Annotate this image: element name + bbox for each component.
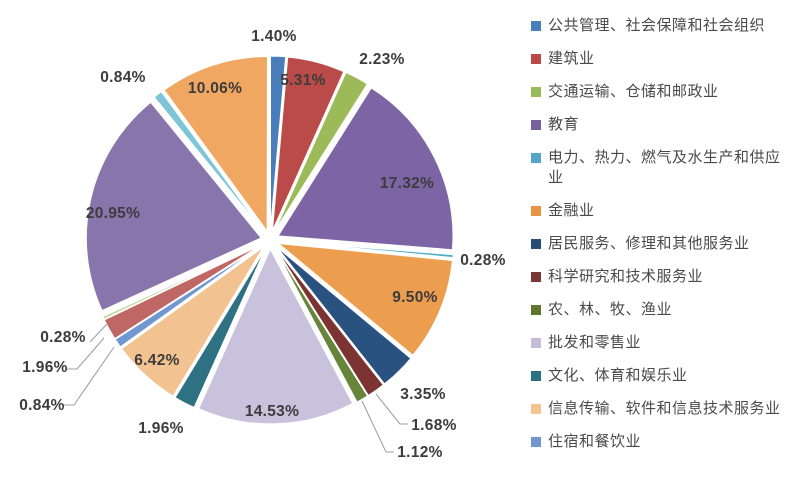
chart-legend: 公共管理、社会保障和社会组织 建筑业交通运输、仓储和邮政业 教育电力、热力、燃气及水… xyxy=(531,16,789,452)
pie-slice-7 xyxy=(274,246,385,397)
pie-slice-3 xyxy=(277,87,454,251)
slice-percentage-label: 5.31% xyxy=(280,72,325,89)
legend-color-swatch xyxy=(531,54,541,64)
legend-color-swatch xyxy=(531,120,541,130)
pie-slice-4 xyxy=(278,240,455,259)
pie-slice-16 xyxy=(153,90,265,234)
pie-slice-14 xyxy=(101,243,263,321)
slice-percentage-label: 0.84% xyxy=(100,69,145,86)
slice-percentage-label: 1.68% xyxy=(411,417,456,434)
legend-item: 金融业 xyxy=(531,201,789,221)
legend-item: 建筑业 xyxy=(531,49,789,69)
slice-percentage-label: 3.35% xyxy=(400,386,445,403)
pie-slice-13 xyxy=(103,243,263,340)
slice-percentage-label: 17.32% xyxy=(380,175,434,192)
slice-percentage-label: 0.84% xyxy=(19,397,64,414)
legend-item: 电力、热力、燃气及水生产和供应业 xyxy=(531,148,789,188)
legend-color-swatch xyxy=(531,272,541,282)
legend-color-swatch xyxy=(531,437,541,447)
legend-color-swatch xyxy=(531,338,541,348)
slice-percentage-label: 20.95% xyxy=(86,205,140,222)
legend-label: 信息传输、软件和信息技术服务业 xyxy=(548,400,781,417)
label-leader-line xyxy=(89,323,108,343)
legend-item: 交通运输、仓储和邮政业 xyxy=(531,82,789,102)
legend-color-swatch xyxy=(531,404,541,414)
pie-slice-6 xyxy=(275,245,412,385)
pie-slice-8 xyxy=(273,247,369,403)
slice-percentage-label: 1.96% xyxy=(22,359,67,376)
legend-label: 农、林、牧、渔业 xyxy=(548,301,673,318)
legend-color-swatch xyxy=(531,21,541,31)
legend-item: 公共管理、社会保障和社会组织 xyxy=(531,16,789,36)
legend-item: 教育 xyxy=(531,115,789,135)
legend-item: 科学研究和技术服务业 xyxy=(531,267,789,287)
legend-label: 教育 xyxy=(548,116,580,133)
slice-percentage-label: 1.12% xyxy=(397,444,442,461)
legend-label: 建筑业 xyxy=(548,50,595,67)
pie-slice-11 xyxy=(120,246,265,398)
legend-color-swatch xyxy=(531,153,541,163)
pie-slice-17 xyxy=(163,55,269,234)
pie-slice-5 xyxy=(276,242,454,357)
legend-label: 科学研究和技术服务业 xyxy=(548,268,704,285)
legend-item: 农、林、牧、渔业 xyxy=(531,300,789,320)
slice-percentage-label: 10.06% xyxy=(188,80,242,97)
pie-slice-15 xyxy=(85,101,263,312)
slice-percentage-label: 1.96% xyxy=(138,420,183,437)
slice-percentage-label: 14.53% xyxy=(245,403,299,420)
slice-percentage-label: 1.40% xyxy=(251,28,296,45)
legend-item: 居民服务、修理和其他服务业 xyxy=(531,234,789,254)
slice-percentage-label: 0.28% xyxy=(40,329,85,346)
pie-plot-area: 1.40% 5.31% 2.23% 17.32% 0.28% 9.50% 3.35% 1.68… xyxy=(19,28,505,461)
legend-label: 居民服务、修理和其他服务业 xyxy=(548,235,750,252)
slice-percentage-label: 2.23% xyxy=(359,51,404,68)
label-leader-line xyxy=(67,337,105,370)
pie-slice-1 xyxy=(271,56,345,232)
legend-item: 住宿和餐饮业 xyxy=(531,432,789,452)
pie-slice-2 xyxy=(273,71,369,233)
label-leader-line xyxy=(62,346,115,406)
slice-percentage-label: 9.50% xyxy=(392,289,437,306)
legend-label: 交通运输、仓储和邮政业 xyxy=(548,83,719,100)
legend-label: 文化、体育和娱乐业 xyxy=(548,367,688,384)
pie-slice-9 xyxy=(197,247,354,425)
legend-label: 公共管理、社会保障和社会组织 xyxy=(548,17,766,34)
label-leader-line xyxy=(375,393,408,425)
pie-slice-0 xyxy=(269,55,287,232)
pie-slice-12 xyxy=(114,244,263,348)
pie-slice-10 xyxy=(174,247,267,409)
slice-percentage-label: 0.28% xyxy=(460,252,505,269)
legend-color-swatch xyxy=(531,206,541,216)
legend-item: 文化、体育和娱乐业 xyxy=(531,366,789,386)
legend-item: 批发和零售业 xyxy=(531,333,789,353)
label-leader-line xyxy=(361,400,394,453)
legend-color-swatch xyxy=(531,305,541,315)
slice-percentage-label: 6.42% xyxy=(134,352,179,369)
legend-color-swatch xyxy=(531,371,541,381)
legend-color-swatch xyxy=(531,239,541,249)
legend-label: 住宿和餐饮业 xyxy=(548,433,642,450)
legend-color-swatch xyxy=(531,87,541,97)
legend-label: 金融业 xyxy=(548,202,595,219)
legend-item: 信息传输、软件和信息技术服务业 xyxy=(531,399,789,419)
legend-label: 批发和零售业 xyxy=(548,334,642,351)
legend-label: 电力、热力、燃气及水生产和供应业 xyxy=(548,149,781,186)
